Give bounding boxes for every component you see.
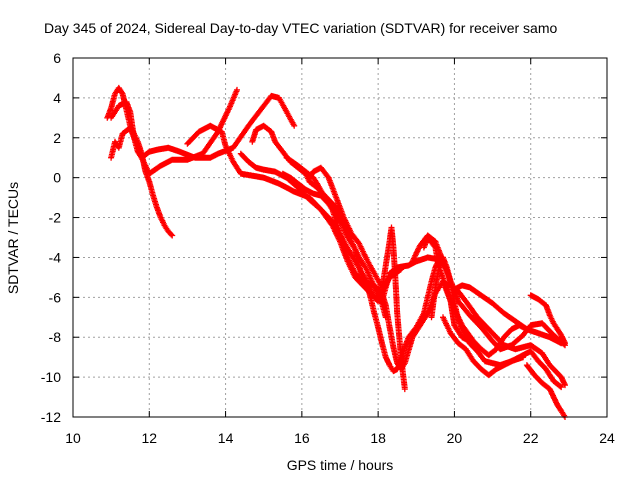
x-tick-labels: 10 12 14 16 18 20 22 24 [65,430,615,446]
y-tick-label: -8 [49,329,62,345]
marker-path [523,362,568,420]
x-tick-label: 12 [141,430,157,446]
series-track-i [306,164,385,291]
x-tick-label: 24 [599,430,615,446]
axis-ticks [72,57,608,418]
plot-frame [72,57,608,418]
y-tick-label: 2 [53,130,61,146]
marker-path [420,234,530,359]
x-tick-label: 20 [447,430,463,446]
y-tick-label: -12 [41,409,61,425]
x-tick-label: 16 [294,430,310,446]
series-track-p [440,314,565,391]
y-tick-labels: -12 -10 -8 -6 -4 -2 0 2 4 6 [41,50,61,425]
series-track-q [527,292,568,347]
x-axis-label: GPS time / hours [287,457,394,473]
data-series [104,84,568,420]
y-tick-label: -4 [49,249,62,265]
marker-path [440,314,565,391]
x-tick-label: 22 [523,430,539,446]
series-track-k [379,224,408,393]
series-track-o [420,234,530,359]
marker-path [527,292,568,347]
y-axis-label: SDTVAR / TECUs [5,182,21,294]
series-track-r [523,362,568,420]
y-tick-label: -6 [49,289,62,305]
marker-path [306,164,385,291]
x-tick-label: 10 [65,430,81,446]
y-tick-label: 6 [53,50,61,66]
y-tick-label: -10 [41,369,61,385]
y-tick-label: -2 [49,210,62,226]
chart-title: Day 345 of 2024, Sidereal Day-to-day VTE… [44,20,557,36]
y-tick-label: 4 [53,90,61,106]
x-tick-label: 18 [370,430,386,446]
marker-path [379,224,408,393]
y-tick-label: 0 [53,170,61,186]
series-track-h [279,170,366,283]
x-tick-label: 14 [218,430,234,446]
marker-path [279,170,366,283]
